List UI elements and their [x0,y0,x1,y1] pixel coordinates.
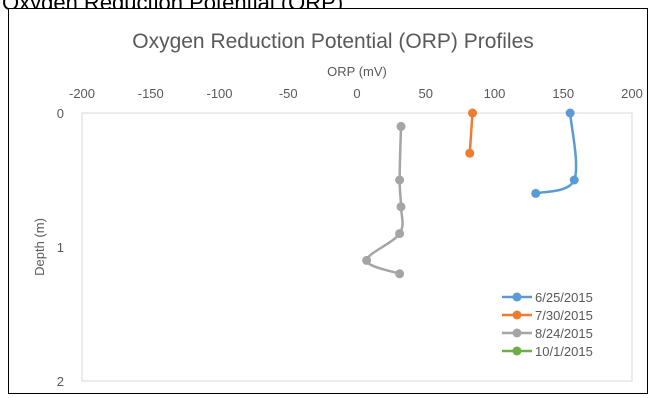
data-point [468,108,477,118]
data-point [395,175,405,185]
x-tick-label: 200 [621,86,643,101]
data-point [396,202,406,212]
data-point [362,255,372,265]
x-tick-label: -200 [69,86,95,101]
series-line [468,112,474,154]
legend-marker [512,310,522,320]
plot-area-border [81,112,633,382]
legend-entry: 6/25/2015 [535,290,593,305]
y-tick-label: 0 [57,106,64,121]
chart-frame [8,8,648,394]
legend-marker [512,346,522,356]
x-tick-label: 0 [353,86,360,101]
legend-entry: 8/24/2015 [535,326,593,341]
series-line [365,126,404,275]
data-point [465,148,475,158]
x-tick-label: -150 [138,86,164,101]
x-axis-label: ORP (mV) [327,64,387,79]
legend-entry: 10/1/2015 [535,344,593,359]
x-tick-label: 150 [552,86,574,101]
chart-title: Oxygen Reduction Potential (ORP) Profile… [132,30,534,53]
data-point [565,108,575,118]
data-point [531,188,541,198]
data-point [395,269,405,279]
x-tick-label: 50 [419,86,433,101]
data-point [395,229,405,239]
data-point [569,175,579,185]
x-tick-label: -100 [206,86,232,101]
legend-marker [512,328,522,338]
legend-entry: 7/30/2015 [535,308,593,323]
x-tick-label: -50 [279,86,298,101]
y-tick-label: 2 [57,374,64,389]
y-axis-label: Depth (m) [32,218,47,276]
y-tick-label: 1 [57,240,64,255]
x-tick-label: 100 [484,86,506,101]
data-point [396,121,406,131]
legend-marker [512,292,522,302]
